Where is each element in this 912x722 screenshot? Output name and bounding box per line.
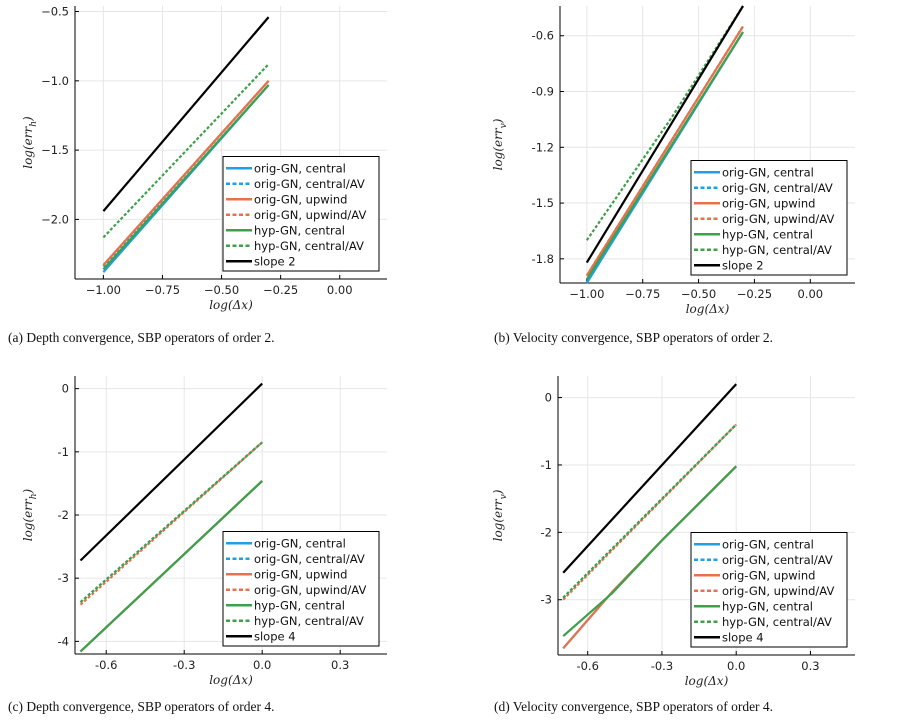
y-tick-label: 0 <box>545 391 552 405</box>
series-line <box>585 25 744 277</box>
series-line <box>79 480 263 653</box>
legend-entry: hyp-GN, central/AV <box>722 615 832 629</box>
y-axis-label: log(errv) <box>491 489 509 541</box>
y-tick-label: -1.5 <box>532 196 554 210</box>
legend-entry: hyp-GN, central/AV <box>254 239 364 253</box>
x-tick-label: 0.00 <box>797 287 823 301</box>
x-tick-label: −1.00 <box>569 287 604 301</box>
x-tick-label: −0.50 <box>204 283 239 297</box>
legend-entry: slope 4 <box>722 630 764 644</box>
legend-entry: orig-GN, central/AV <box>722 553 833 567</box>
y-tick-label: −2.0 <box>41 212 69 226</box>
legend-entry: orig-GN, upwind/AV <box>254 208 366 222</box>
y-tick-label: -3 <box>541 593 552 607</box>
series-line <box>562 423 737 599</box>
series-line <box>79 441 263 604</box>
x-tick-label: 0.0 <box>253 658 271 672</box>
legend-entry: orig-GN, central <box>254 536 346 550</box>
x-axis-label: log(Δx) <box>685 674 729 688</box>
legend-entry: orig-GN, upwind <box>722 568 815 582</box>
x-tick-label: -0.6 <box>95 658 117 672</box>
y-tick-label: -3 <box>58 571 69 585</box>
y-tick-label: -4 <box>58 634 69 648</box>
y-axis-label: log(errh) <box>21 116 39 169</box>
x-tick-label: -0.3 <box>173 658 195 672</box>
series-line <box>79 382 263 562</box>
legend-entry: hyp-GN, central <box>722 227 813 241</box>
legend-entry: hyp-GN, central/AV <box>722 243 832 257</box>
y-tick-label: -0.9 <box>532 85 554 99</box>
chart-c: -0.6 -0.3 0.0 0.3 -4 -3 -2 -1 0 log(Δx) log(errh) o… <box>21 376 387 687</box>
panel-c: -0.6 -0.3 0.0 0.3 -4 -3 -2 -1 0 log(Δx) log(errh) o… <box>0 370 440 687</box>
y-tick-label: -2 <box>541 525 552 539</box>
series-line <box>102 80 270 266</box>
legend-entry: slope 2 <box>254 254 296 268</box>
x-tick-label: -0.6 <box>576 659 598 673</box>
legend-entry: orig-GN, central <box>254 161 346 175</box>
legend-entry: orig-GN, upwind/AV <box>722 212 834 226</box>
series-line <box>562 383 738 574</box>
chart-a: −1.00 −0.75 −0.50 −0.25 0.00 −2.0 −1.5 −1.0 −0.5… <box>21 5 387 312</box>
y-tick-label: -2 <box>58 508 69 522</box>
legend-entry: hyp-GN, central <box>254 223 345 237</box>
caption-a: (a) Depth convergence, SBP operators of … <box>8 330 275 345</box>
chart-b: −1.00 −0.75 −0.50 −0.25 0.00 -1.8 -1.5 -1.2 -0.9… <box>491 5 855 316</box>
legend-entry: slope 2 <box>722 258 764 272</box>
x-axis-label: log(Δx) <box>209 673 253 687</box>
x-tick-label: −0.75 <box>145 283 180 297</box>
legend-entry: orig-GN, upwind/AV <box>722 584 834 598</box>
x-tick-label: 0.00 <box>327 283 353 297</box>
legend-entry: hyp-GN, central/AV <box>254 614 364 628</box>
legend-entry: orig-GN, central/AV <box>722 181 833 195</box>
x-axis-label: log(Δx) <box>686 302 730 316</box>
series-line <box>102 16 270 212</box>
legend-entry: hyp-GN, central <box>722 599 813 613</box>
y-tick-label: −1.5 <box>41 143 69 157</box>
x-axis-label: log(Δx) <box>209 298 253 312</box>
caption-c: (c) Depth convergence, SBP operators of … <box>8 699 275 714</box>
series-line <box>562 465 737 637</box>
chart-d: -0.6 -0.3 0.0 0.3 -3 -2 -1 0 log(Δx) log(errv) ori… <box>491 376 855 688</box>
y-tick-label: -1.2 <box>532 140 554 154</box>
x-tick-label: −0.50 <box>681 287 716 301</box>
legend-entry: orig-GN, central/AV <box>254 177 365 191</box>
x-tick-label: −0.75 <box>625 287 660 301</box>
legend-entry: hyp-GN, central <box>254 598 345 612</box>
y-axis-label: log(errh) <box>21 488 39 541</box>
legend-entry: orig-GN, upwind/AV <box>254 583 366 597</box>
y-tick-label: −0.5 <box>41 5 69 19</box>
x-tick-label: −0.25 <box>737 287 772 301</box>
series-line <box>562 423 737 601</box>
legend-entry: orig-GN, central/AV <box>254 552 365 566</box>
legend-entry: orig-GN, upwind <box>254 192 347 206</box>
legend-entry: orig-GN, central <box>722 165 814 179</box>
legend-entry: orig-GN, central <box>722 537 814 551</box>
y-axis-label: log(errv) <box>491 118 509 170</box>
caption-d: (d) Velocity convergence, SBP operators … <box>494 699 774 714</box>
panel-b: −1.00 −0.75 −0.50 −0.25 0.00 -1.8 -1.5 -1.2 -0.9… <box>470 0 910 316</box>
legend-box <box>690 532 848 648</box>
x-tick-label: 0.3 <box>801 659 819 673</box>
y-tick-label: −1.0 <box>41 74 69 88</box>
x-tick-label: -0.3 <box>651 659 673 673</box>
panel-d: -0.6 -0.3 0.0 0.3 -3 -2 -1 0 log(Δx) log(errv) ori… <box>470 370 910 688</box>
x-tick-label: 0.3 <box>331 658 349 672</box>
caption-b: (b) Velocity convergence, SBP operators … <box>494 330 774 345</box>
legend-entry: orig-GN, upwind <box>254 567 347 581</box>
panel-a: −1.00 −0.75 −0.50 −0.25 0.00 −2.0 −1.5 −1.0 −0.5… <box>0 0 440 312</box>
y-tick-label: -1 <box>541 458 552 472</box>
y-tick-label: -0.6 <box>532 29 554 43</box>
legend-entry: slope 4 <box>254 629 296 643</box>
y-tick-label: -1 <box>58 445 69 459</box>
y-tick-label: -1.8 <box>532 252 554 266</box>
series-line <box>585 5 744 264</box>
series-line <box>585 31 744 280</box>
y-tick-label: 0 <box>62 382 69 396</box>
x-tick-label: 0.0 <box>727 659 745 673</box>
x-tick-label: −1.00 <box>86 283 121 297</box>
x-tick-label: −0.25 <box>263 283 298 297</box>
legend-entry: orig-GN, upwind <box>722 196 815 210</box>
series-line <box>102 84 270 271</box>
